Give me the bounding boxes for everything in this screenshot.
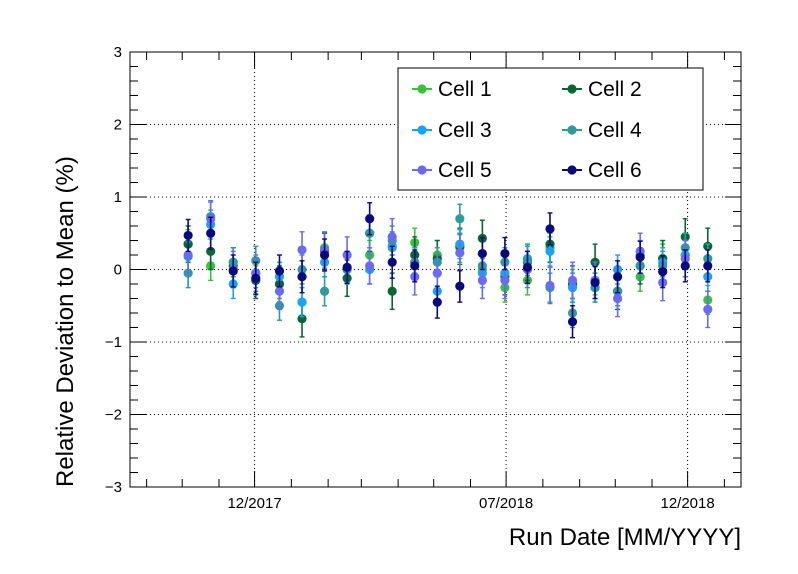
legend-swatch-marker (417, 125, 427, 135)
data-point (228, 266, 238, 276)
x-axis-title: Run Date [MM/YYYY] (509, 524, 741, 551)
data-point (387, 286, 397, 296)
series-2 (183, 214, 713, 338)
legend-swatch-marker (567, 165, 577, 175)
data-point (477, 248, 487, 259)
series-4 (183, 201, 713, 329)
data-point (319, 250, 330, 260)
data-marks (183, 199, 713, 339)
data-point (274, 286, 285, 296)
data-point (365, 214, 375, 224)
y-tick-label: −2 (105, 407, 122, 424)
data-point (432, 268, 442, 278)
legend-label: Cell 6 (588, 159, 642, 182)
legend-swatch-marker (417, 165, 427, 175)
y-tick-label: −1 (105, 334, 122, 351)
x-tick-label: 12/2018 (660, 495, 714, 512)
legend-label: Cell 4 (588, 119, 642, 142)
data-point (297, 297, 307, 307)
data-point (432, 297, 442, 307)
y-tick-label: 3 (114, 44, 122, 61)
data-point (455, 281, 465, 291)
data-point (567, 275, 578, 285)
data-point (183, 230, 193, 241)
legend-swatch-marker (567, 84, 577, 94)
legend-label: Cell 2 (588, 78, 642, 101)
data-point (342, 262, 352, 272)
y-tick-label: −3 (105, 479, 122, 496)
data-point (567, 317, 578, 327)
data-point (206, 228, 216, 238)
data-point (545, 246, 555, 256)
data-point (703, 304, 713, 314)
y-axis-title: Relative Deviation to Mean (%) (52, 156, 79, 487)
tick-labels: −3 −2 −1 0 1 2 3 12/2017 07/2018 12/2018 (105, 44, 715, 512)
legend-box (397, 67, 704, 191)
data-point (183, 250, 193, 260)
data-point (500, 248, 510, 259)
y-tick-label: 2 (114, 117, 122, 134)
legend-label: Cell 3 (438, 119, 492, 142)
x-tick-label: 07/2018 (479, 495, 533, 512)
data-point (658, 267, 668, 277)
data-point (365, 261, 375, 271)
legend-swatch-marker (417, 84, 427, 94)
series-3 (183, 209, 713, 318)
data-point (274, 266, 285, 276)
legend-label: Cell 1 (438, 78, 492, 101)
data-point (545, 224, 555, 234)
data-point (522, 262, 533, 272)
data-point (319, 286, 330, 296)
data-point (387, 232, 397, 242)
data-point (455, 214, 465, 224)
legend: Cell 1 Cell 2 Cell 3 Cell 4 Cell 5 Cell 6 (397, 67, 704, 191)
x-tick-label: 12/2017 (227, 495, 281, 512)
legend-swatch-marker (567, 125, 577, 135)
series-5 (183, 199, 713, 329)
data-point (613, 293, 623, 304)
data-point (590, 277, 600, 288)
data-point (251, 273, 261, 283)
data-point (545, 280, 555, 291)
data-point (613, 272, 623, 282)
y-tick-label: 1 (114, 189, 122, 206)
axis-ticks (130, 51, 741, 488)
legend-label: Cell 5 (438, 159, 492, 182)
data-point (703, 261, 713, 271)
data-point (410, 261, 420, 271)
data-point (500, 275, 510, 285)
data-point (387, 257, 397, 267)
data-point (455, 248, 465, 258)
data-point (297, 245, 307, 255)
data-point (297, 272, 307, 282)
data-point (477, 275, 487, 285)
data-point (680, 261, 690, 271)
series-1 (183, 227, 713, 318)
data-point (635, 252, 645, 262)
series-6 (183, 202, 713, 339)
y-tick-label: 0 (114, 262, 122, 279)
